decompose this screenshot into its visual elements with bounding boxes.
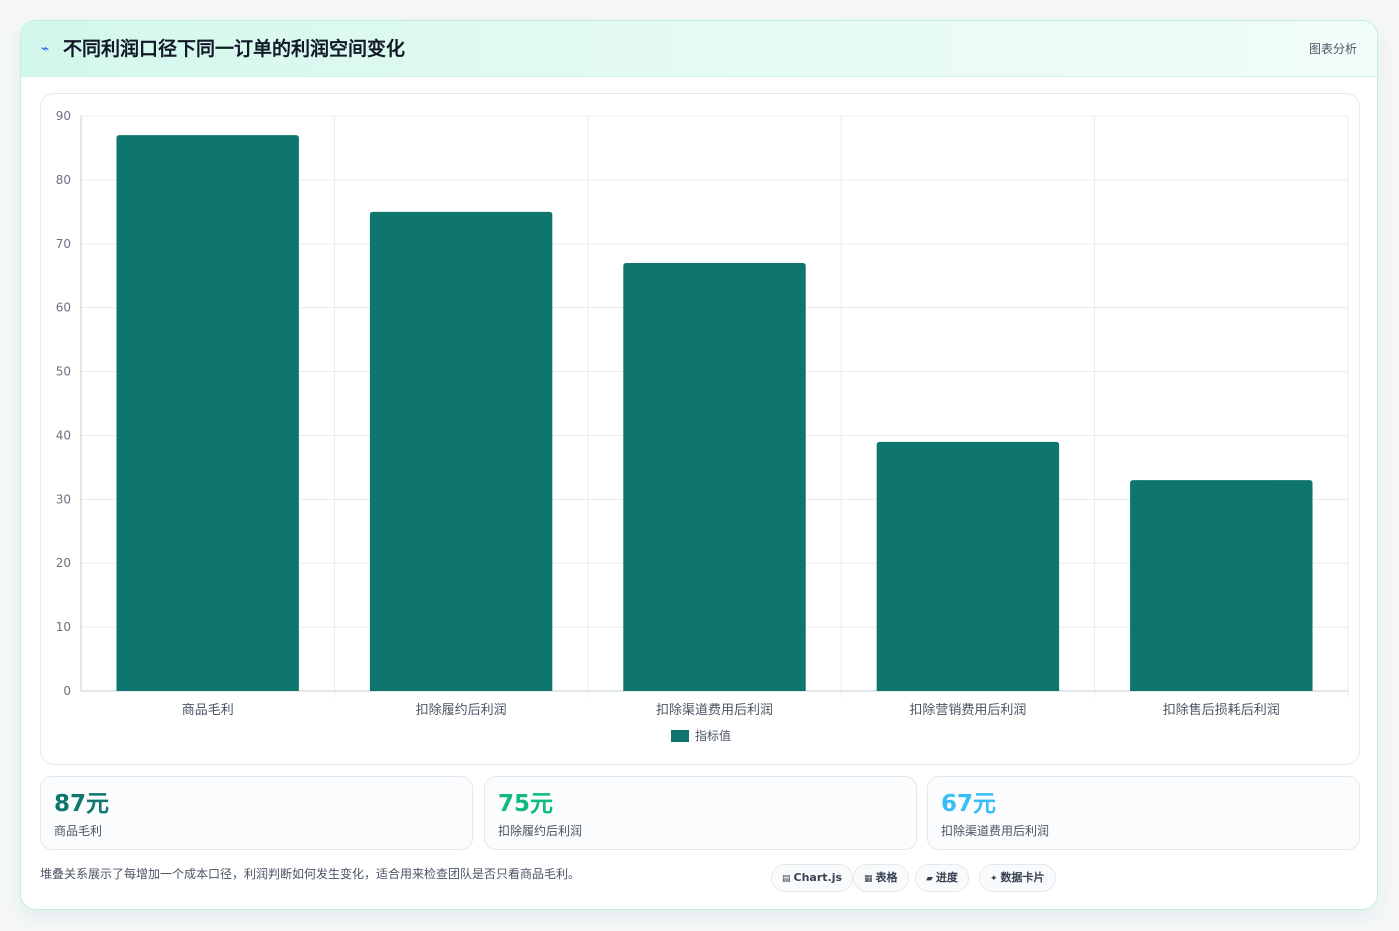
chip-label: 进度 (935, 871, 958, 884)
stat-label: 扣除渠道费用后利润 (941, 824, 1050, 838)
header-tag: 图表分析 (1308, 42, 1357, 56)
y-tick-label: 30 (56, 492, 71, 506)
y-tick-label: 50 (56, 365, 71, 379)
page-title: 不同利润口径下同一订单的利润空间变化 (63, 38, 406, 60)
sparkle-icon: ✦ (990, 874, 998, 884)
x-tick-label: 扣除营销费用后利润 (909, 703, 1026, 718)
chip-label: 表格 (875, 871, 898, 884)
stat-value: 75元 (498, 791, 554, 817)
stat-value: 67元 (941, 791, 997, 817)
y-tick-label: 10 (56, 620, 71, 634)
chart-icon: ▤ (782, 874, 791, 884)
x-tick-label: 商品毛利 (182, 703, 234, 718)
bar (369, 211, 553, 691)
chart-footnote: 堆叠关系展示了每增加一个成本口径，利润判断如何发生变化，适合用来检查团队是否只看… (40, 867, 581, 881)
stat-label: 商品毛利 (54, 824, 103, 838)
legend-label: 指标值 (695, 728, 731, 743)
x-tick-label: 扣除售后损耗后利润 (1163, 702, 1280, 718)
stat-card: 67元 扣除渠道费用后利润 (927, 776, 1360, 850)
chip-label: Chart.js (793, 871, 843, 884)
y-tick-label: 40 (56, 428, 71, 442)
y-tick-label: 60 (56, 301, 71, 315)
y-tick-label: 20 (56, 556, 71, 570)
chip-chartjs[interactable]: ▤ Chart.js (771, 864, 854, 892)
pulse-icon: ⌁ (41, 41, 50, 57)
stat-card: 87元 商品毛利 (40, 776, 473, 850)
table-icon: ▦ (864, 874, 873, 884)
chip-data-card[interactable]: ✦ 数据卡片 (979, 864, 1056, 892)
bar (623, 262, 806, 691)
card-header: ⌁ 不同利润口径下同一订单的利润空间变化 图表分析 (21, 21, 1377, 77)
chip-label: 数据卡片 (1000, 871, 1045, 884)
legend-swatch (671, 730, 689, 742)
bar (116, 135, 299, 691)
y-tick-label: 80 (56, 173, 71, 187)
y-tick-label: 90 (56, 109, 71, 123)
bar-chart: 0 10 20 30 40 50 60 70 80 90 商品毛利 扣除履约后利润 扣除渠道费用后利润 扣… (56, 109, 1349, 743)
stat-label: 扣除履约后利润 (498, 824, 583, 838)
chip-table[interactable]: ▦ 表格 (853, 864, 909, 892)
x-tick-label: 扣除渠道费用后利润 (656, 703, 773, 718)
stat-cards: 87元 商品毛利 75元 扣除履约后利润 67元 扣除渠道费用后利润 (40, 776, 1360, 850)
chip-progress[interactable]: ▰ 进度 (915, 864, 969, 892)
x-tick-label: 扣除履约后利润 (416, 703, 507, 718)
stat-card: 75元 扣除履约后利润 (484, 776, 917, 850)
progress-icon: ▰ (926, 874, 933, 884)
chart-area: 0 10 20 30 40 50 60 70 80 90 商品毛利 扣除履约后利润 扣除渠道费用后利润 扣… (40, 93, 1360, 765)
stat-value: 87元 (54, 791, 110, 817)
bar (876, 441, 1060, 691)
chart-card: ⌁ 不同利润口径下同一订单的利润空间变化 图表分析 0 10 20 30 40 50 60 7… (20, 20, 1378, 910)
y-tick-label: 70 (56, 237, 71, 251)
y-tick-label: 0 (63, 684, 71, 698)
bar (1130, 480, 1313, 691)
